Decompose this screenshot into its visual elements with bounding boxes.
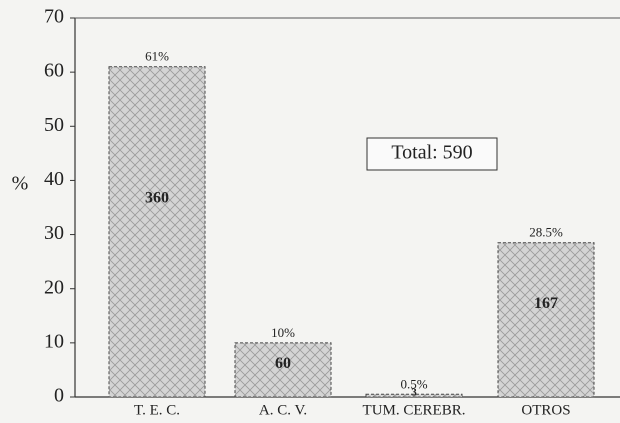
annotation-box (366, 137, 498, 171)
y-tick-label: 70 (44, 6, 64, 28)
x-tick-label: TUM. CEREBR. (363, 402, 466, 418)
y-tick-label: 50 (44, 114, 64, 136)
x-tick-label: T. E. C. (134, 402, 180, 418)
count-label: 167 (534, 295, 558, 312)
value-label: 28.5% (529, 225, 563, 240)
y-tick-label: 30 (44, 222, 64, 244)
y-tick-label: 20 (44, 276, 64, 298)
y-tick-label: 60 (44, 60, 64, 82)
value-label: 10% (271, 325, 295, 340)
count-label: 360 (145, 190, 169, 207)
count-label: 3 (411, 387, 417, 399)
annotation: Total: 590 (391, 142, 472, 164)
count-label: 60 (275, 355, 291, 372)
bar (365, 393, 463, 398)
bar (234, 342, 332, 398)
x-tick-label: OTROS (521, 402, 570, 418)
y-axis-label: % (12, 173, 29, 195)
value-label: 0.5% (400, 376, 427, 391)
y-tick-label: 40 (44, 168, 64, 190)
value-label: 61% (145, 49, 169, 64)
bar (497, 242, 595, 398)
y-tick-label: 0 (54, 385, 64, 407)
x-tick-label: A. C. V. (259, 402, 307, 418)
y-tick-label: 10 (44, 330, 64, 352)
bar (108, 66, 206, 398)
